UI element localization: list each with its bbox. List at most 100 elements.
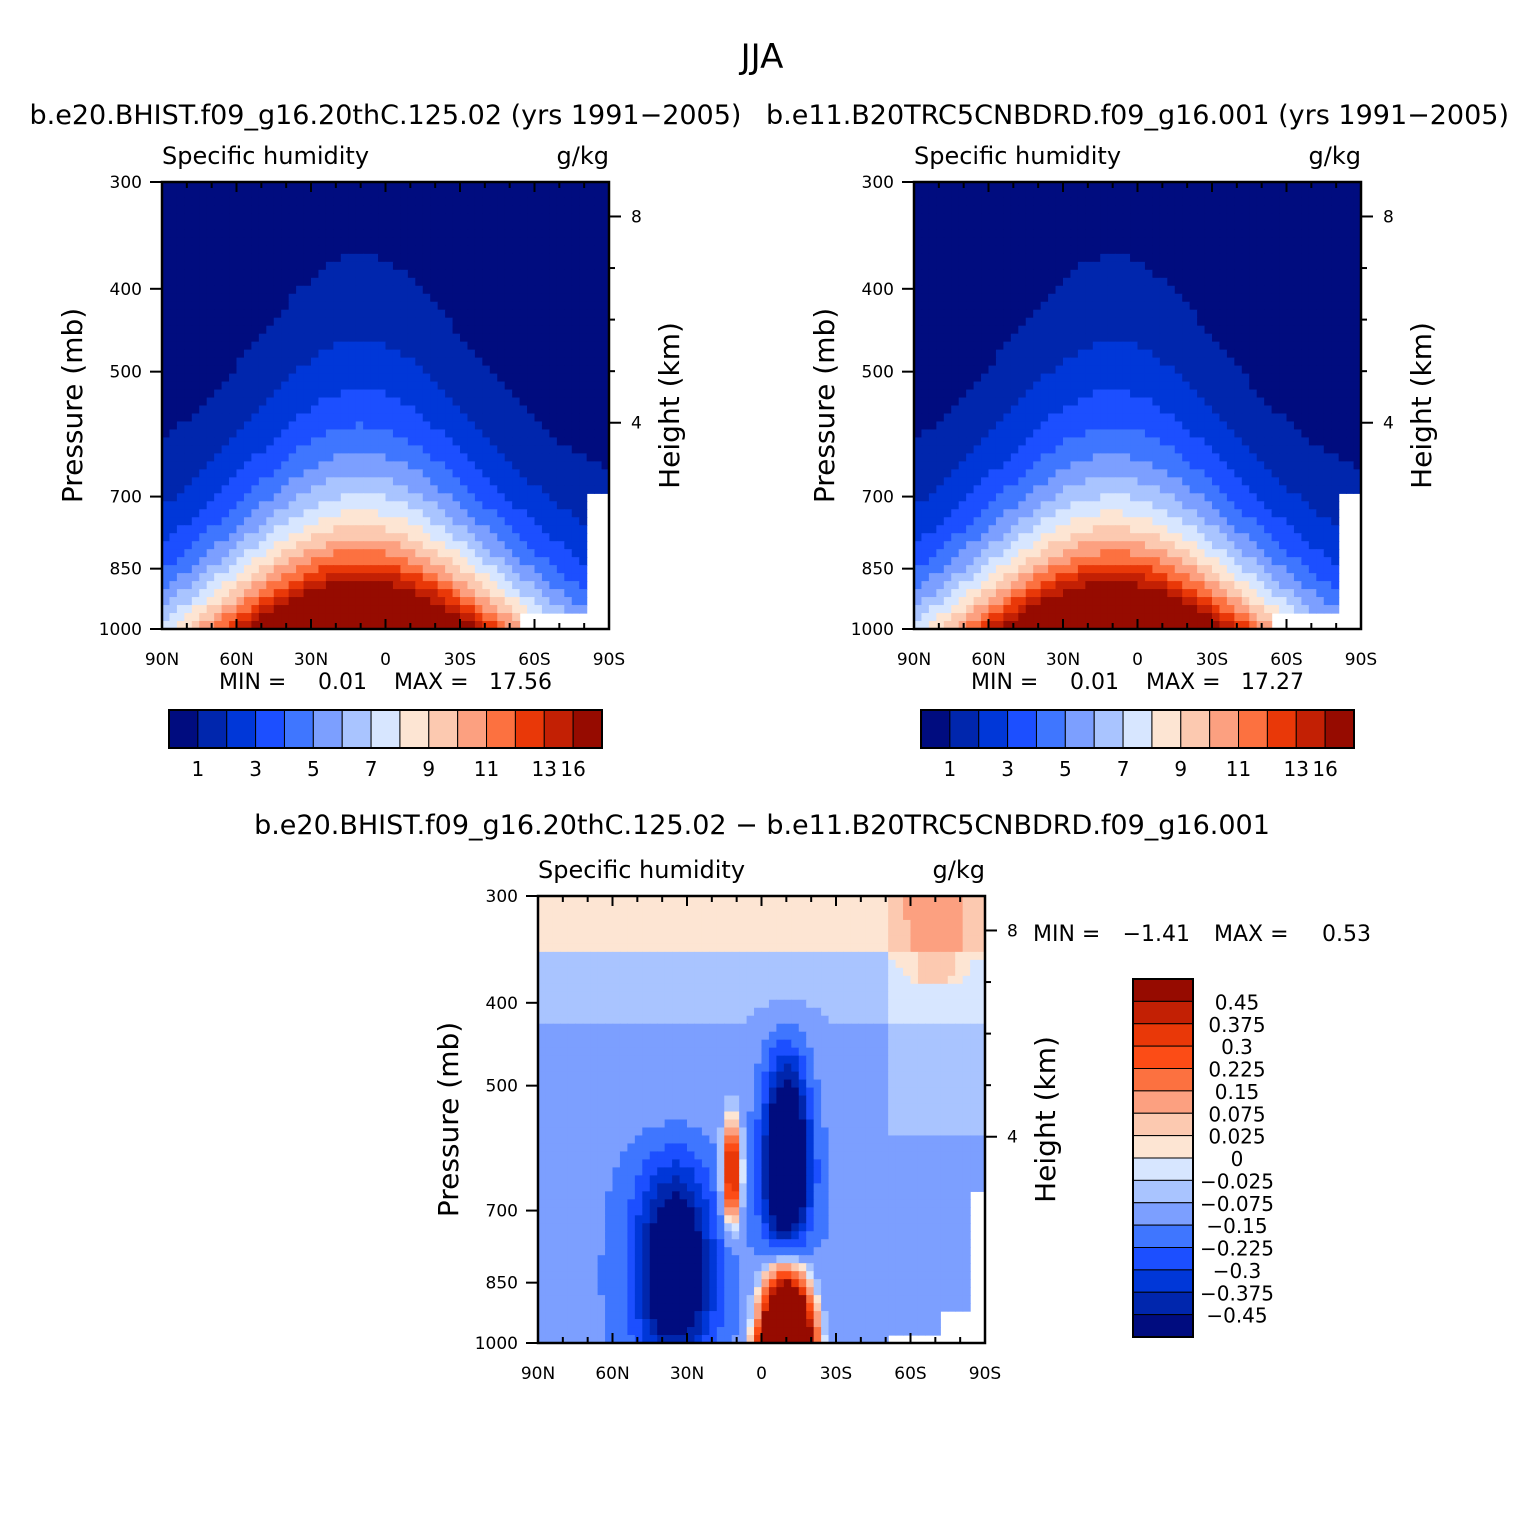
field-cell — [594, 413, 603, 423]
field-cell — [385, 469, 394, 478]
field-cell — [1092, 197, 1101, 207]
field-cell — [229, 533, 238, 542]
field-cell — [184, 237, 193, 247]
field-cell — [415, 469, 424, 478]
field-cell — [1100, 269, 1109, 279]
field-cell — [1122, 253, 1131, 263]
field-cell — [243, 237, 252, 247]
field-cell — [973, 205, 982, 215]
field-cell — [973, 301, 982, 311]
field-cell — [489, 485, 498, 494]
field-cell — [392, 469, 401, 478]
field-cell — [437, 373, 446, 383]
field-cell — [1293, 373, 1302, 383]
field-cell — [601, 213, 610, 223]
field-cell — [437, 493, 446, 502]
field-cell — [1271, 189, 1280, 199]
field-cell — [1137, 325, 1146, 335]
field-cell — [214, 205, 223, 215]
field-cell — [422, 485, 431, 494]
field-cell — [206, 293, 215, 303]
field-cell — [370, 541, 379, 550]
field-cell — [527, 421, 536, 431]
field-cell — [564, 349, 573, 359]
field-cell — [206, 445, 215, 454]
colorbar-label: 11 — [474, 757, 499, 781]
field-cell — [1115, 389, 1124, 399]
field-cell — [355, 469, 364, 478]
field-cell — [214, 621, 223, 630]
field-cell — [549, 301, 558, 311]
field-cell — [296, 269, 305, 279]
field-cell — [191, 325, 200, 335]
field-cell — [1130, 221, 1139, 231]
field-cell — [243, 365, 252, 375]
field-cell — [184, 533, 193, 542]
field-cell — [1107, 341, 1116, 351]
field-cell — [1234, 229, 1243, 239]
field-cell — [1308, 293, 1317, 303]
field-cell — [527, 461, 536, 470]
field-cell — [1331, 285, 1340, 295]
field-cell — [1010, 229, 1019, 239]
field-cell — [519, 461, 528, 470]
field-cell — [1241, 245, 1250, 255]
field-cell — [504, 509, 513, 518]
field-cell — [325, 309, 334, 319]
field-cell — [370, 293, 379, 303]
field-cell — [318, 357, 327, 367]
field-cell — [1144, 221, 1153, 231]
field-cell — [995, 189, 1004, 199]
field-cell — [206, 317, 215, 327]
field-cell — [1085, 245, 1094, 255]
field-cell — [1040, 381, 1049, 391]
field-cell — [1293, 269, 1302, 279]
field-cell — [460, 605, 469, 614]
field-cell — [1055, 197, 1064, 207]
field-cell — [995, 357, 1004, 367]
field-cell — [1159, 269, 1168, 279]
field-cell — [474, 253, 483, 263]
field-cell — [594, 261, 603, 271]
field-cell — [214, 357, 223, 367]
field-cell — [541, 253, 550, 263]
field-cell — [1249, 245, 1258, 255]
field-cell — [1353, 269, 1362, 279]
field-cell — [169, 269, 178, 279]
field-cell — [221, 205, 230, 215]
field-cell — [378, 557, 387, 566]
field-cell — [385, 437, 394, 447]
field-cell — [534, 309, 543, 319]
field-cell — [258, 533, 267, 542]
field-cell — [162, 301, 171, 311]
field-cell — [564, 581, 573, 590]
field-cell — [273, 237, 282, 247]
field-cell — [594, 405, 603, 415]
field-cell — [1174, 245, 1183, 255]
field-cell — [921, 221, 930, 231]
field-cell — [415, 421, 424, 431]
field-cell — [981, 293, 990, 303]
field-cell — [1264, 325, 1273, 335]
min-value: 0.01 — [318, 670, 367, 695]
field-cell — [981, 189, 990, 199]
field-cell — [489, 253, 498, 263]
field-cell — [995, 285, 1004, 295]
field-cell — [482, 333, 491, 343]
field-cell — [571, 597, 580, 606]
field-cell — [1353, 277, 1362, 287]
field-cell — [1353, 205, 1362, 215]
field-cell — [1293, 213, 1302, 223]
field-cell — [1055, 221, 1064, 231]
field-cell — [236, 341, 245, 351]
field-cell — [1197, 245, 1206, 255]
field-cell — [995, 365, 1004, 375]
field-cell — [258, 205, 267, 215]
field-cell — [1353, 357, 1362, 367]
field-cell — [534, 245, 543, 255]
field-cell — [296, 469, 305, 478]
field-cell — [995, 237, 1004, 247]
field-cell — [378, 341, 387, 351]
field-cell — [1048, 245, 1057, 255]
field-cell — [445, 317, 454, 327]
